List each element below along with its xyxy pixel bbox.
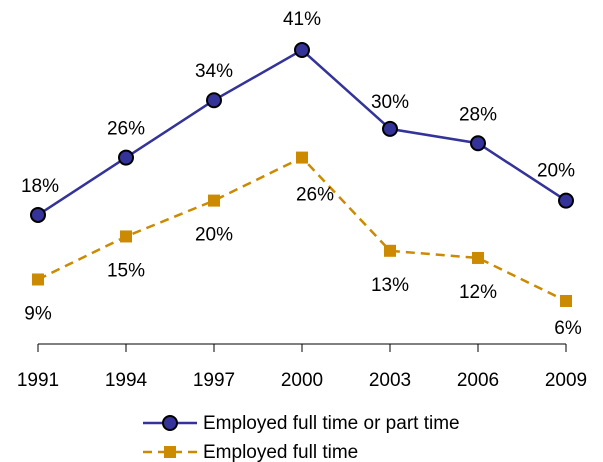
- legend-marker: [164, 446, 176, 458]
- point: [118, 149, 134, 166]
- data-label: 15%: [107, 260, 145, 281]
- x-tick-label: 2000: [281, 370, 323, 391]
- point: [560, 294, 572, 307]
- point: [120, 230, 132, 243]
- data-label: 26%: [107, 119, 145, 140]
- x-tick-label: 2003: [369, 370, 411, 391]
- point: [382, 120, 398, 137]
- legend-marker: [162, 415, 178, 431]
- point: [558, 192, 574, 209]
- x-tick-label: 2006: [457, 370, 499, 391]
- data-label: 28%: [459, 104, 497, 125]
- data-label: 18%: [21, 176, 59, 197]
- data-label: 20%: [537, 161, 575, 182]
- data-label: 30%: [371, 92, 409, 113]
- data-label: 34%: [195, 61, 233, 82]
- data-label: 9%: [24, 303, 52, 324]
- x-tick-label: 1994: [105, 370, 148, 391]
- point: [470, 135, 486, 152]
- point: [384, 244, 396, 257]
- data-label: 12%: [459, 282, 497, 303]
- data-label: 6%: [554, 318, 582, 339]
- point: [294, 42, 310, 59]
- data-label: 41%: [283, 9, 321, 30]
- point: [296, 151, 308, 164]
- point: [206, 92, 222, 109]
- point: [208, 194, 220, 207]
- legend-label: Employed full time: [203, 442, 358, 462]
- x-tick-label: 1997: [193, 370, 235, 391]
- data-label: 26%: [296, 185, 334, 206]
- point: [32, 273, 44, 286]
- data-label: 13%: [371, 275, 409, 296]
- data-label: 20%: [195, 225, 233, 246]
- legend-label: Employed full time or part time: [203, 413, 460, 434]
- point: [30, 206, 46, 223]
- x-tick-label: 1991: [17, 370, 59, 391]
- x-tick-label: 2009: [545, 370, 587, 391]
- point: [472, 251, 484, 264]
